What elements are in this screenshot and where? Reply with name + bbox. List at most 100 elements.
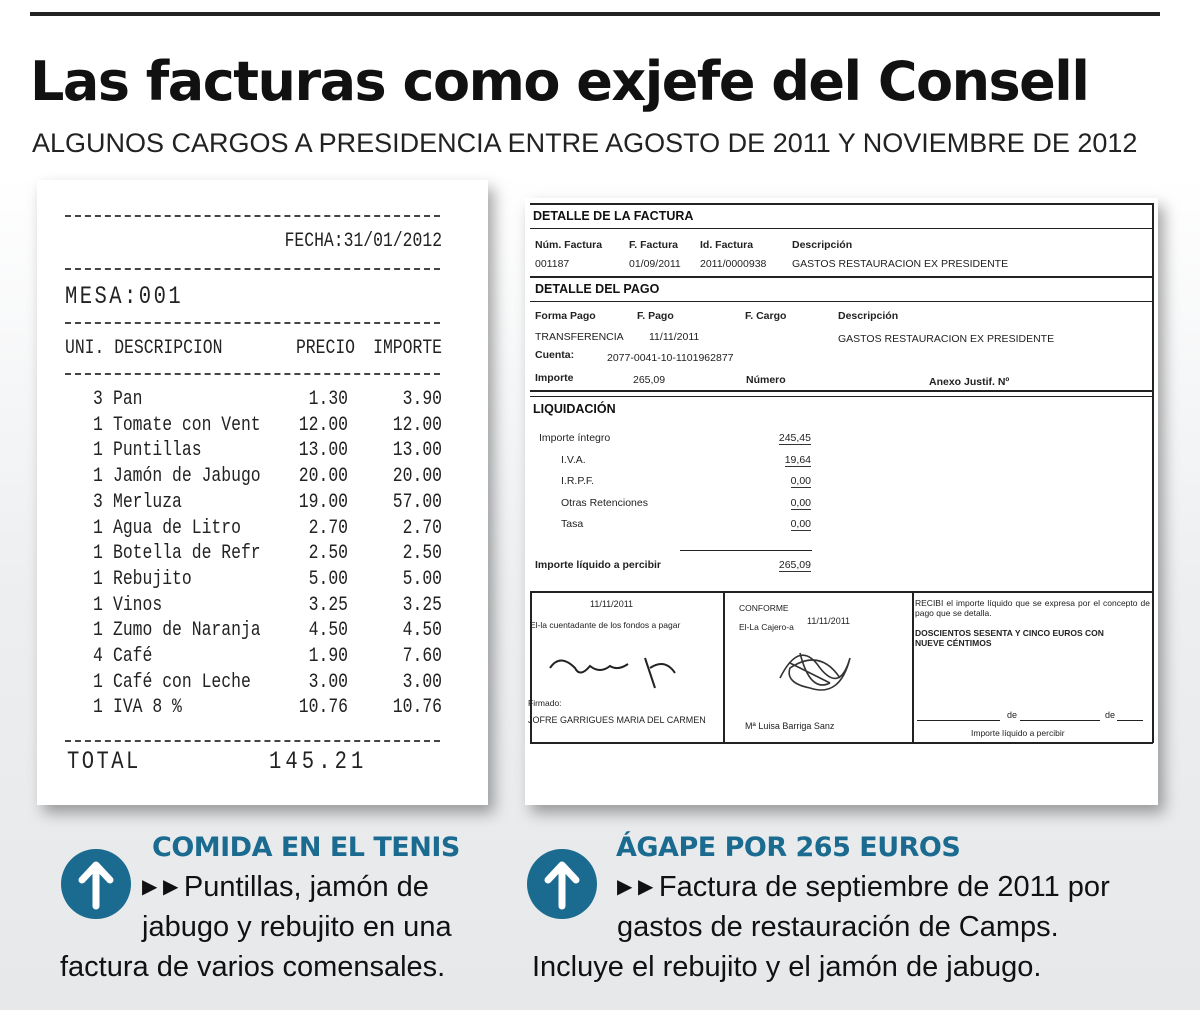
amount: 4.50 (402, 619, 442, 643)
rule (530, 390, 1153, 392)
price: 1.30 (308, 388, 348, 411)
field-label: Id. Factura (700, 239, 754, 251)
receipt-note: RECIBI el importe líquido que se expresa… (915, 598, 1150, 618)
amount: 20.00 (392, 465, 442, 489)
blank-line (1117, 720, 1143, 721)
total: 145.21 (269, 747, 368, 776)
amount: 3.25 (402, 593, 442, 617)
date-blank: de (1105, 710, 1116, 720)
amount: 13.00 (392, 439, 442, 463)
description: Zumo de Naranja (113, 619, 261, 643)
separator (65, 373, 440, 375)
sign-date: 11/11/2011 (590, 599, 634, 609)
total-label: TOTAL (67, 747, 141, 776)
amount: 57.00 (392, 490, 442, 514)
rule (530, 591, 1153, 593)
field-label: Descripción (838, 310, 899, 322)
quantity: 3 (93, 490, 103, 514)
field-label: Importe (535, 372, 574, 384)
invoice: DETALLE DE LA FACTURA Núm. Factura 001187 F… (525, 198, 1158, 805)
quantity: 1 (93, 619, 103, 643)
rule (530, 591, 532, 743)
field-value: 11/11/2011 (649, 331, 700, 343)
rule (723, 591, 725, 743)
caption-heading: ÁGAPE POR 265 EUROS (616, 832, 961, 863)
sign-footer: Importe líquido a percibir (971, 728, 1065, 738)
field-label: Descripción (792, 239, 853, 251)
separator (65, 268, 440, 270)
amount: 10.76 (392, 696, 442, 720)
description: Jamón de Jabugo (113, 465, 261, 489)
description: Rebujito (113, 567, 192, 591)
receipt-date: FECHA:31/01/2012 (284, 230, 442, 253)
sign-name: Mª Luisa Barriga Sanz (745, 721, 835, 731)
quantity: 1 (93, 439, 103, 463)
price: 1.90 (308, 645, 348, 668)
field-label: F. Cargo (745, 310, 787, 322)
field-label: F. Factura (629, 239, 679, 251)
price: 4.50 (308, 619, 348, 643)
field-label: I.R.P.F. (561, 475, 595, 487)
quantity: 1 (93, 696, 103, 720)
field-label: Otras Retenciones (561, 496, 648, 509)
field-value: 265,09 (633, 374, 666, 386)
rule (530, 276, 1153, 278)
quantity: 1 (93, 465, 103, 489)
field-value: 0,00 (790, 475, 811, 488)
icon-space (60, 867, 142, 945)
blank-line (917, 720, 1000, 721)
sign-name: JOFRE GARRIGUES MARIA DEL CARMEN (528, 715, 706, 725)
field-value: 0,00 (790, 518, 811, 531)
price: 2.50 (308, 542, 348, 566)
rule (530, 396, 1153, 397)
sign-role: El-la cuentadante de los fondos a pagar (530, 620, 681, 630)
description: IVA 8 % (113, 696, 182, 720)
field-value: 01/09/2011 (629, 258, 681, 270)
amount: 5.00 (402, 567, 442, 591)
rule (530, 301, 1153, 302)
field-value: 245,45 (778, 432, 811, 445)
quantity: 1 (93, 593, 103, 617)
receipt-table: MESA:001 (65, 282, 184, 311)
quantity: 1 (93, 516, 103, 540)
field-value: 2011/0000938 (700, 258, 767, 270)
rule (530, 228, 1153, 229)
quantity: 1 (93, 542, 103, 566)
title: Las facturas como exjefe del Consell (30, 50, 1090, 113)
subtitle: ALGUNOS CARGOS A PRESIDENCIA ENTRE AGOST… (32, 128, 1138, 158)
description: Puntillas (113, 439, 202, 463)
description: Vinos (113, 593, 163, 617)
field-value: 19,64 (784, 453, 811, 467)
rule (680, 550, 812, 551)
field-label: Núm. Factura (535, 239, 603, 251)
quantity: 3 (93, 388, 103, 411)
amount: 2.70 (402, 516, 442, 540)
field-value: 2077-0041-10-1101962877 (607, 352, 734, 364)
price: 13.00 (298, 439, 348, 463)
date-blank: de (1007, 710, 1018, 720)
quantity: 1 (93, 413, 103, 437)
quantity: 1 (93, 670, 103, 694)
signature (549, 657, 676, 689)
field-label: Tasa (561, 518, 584, 530)
caption-box: Puntillas, jamón de jabugo y rebujito en… (60, 867, 460, 987)
field-label: Número (746, 374, 786, 386)
price: 20.00 (298, 465, 348, 489)
description: Café (113, 645, 153, 668)
rule (1152, 203, 1154, 743)
field-value: 265,09 (778, 559, 811, 572)
amount: 3.00 (402, 670, 442, 694)
field-label: F. Pago (637, 310, 674, 322)
separator (65, 215, 440, 217)
field-value: GASTOS RESTAURACION EX PRESIDENTE (792, 258, 1009, 270)
caption-text: Factura de septiembre de 2011 por gastos… (532, 871, 1110, 983)
sign-label: CONFORME (739, 603, 789, 613)
price: 10.76 (298, 696, 348, 720)
column-header: IMPORTE (373, 337, 442, 360)
price: 5.00 (308, 567, 348, 591)
rule (530, 203, 1153, 205)
price: 12.00 (298, 413, 348, 437)
price: 19.00 (298, 490, 348, 514)
section-title: LIQUIDACIÓN (533, 402, 616, 416)
